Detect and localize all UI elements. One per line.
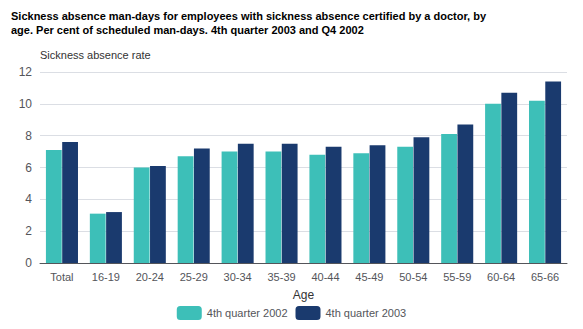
svg-text:50-54: 50-54 <box>399 271 427 283</box>
svg-text:2: 2 <box>25 224 32 238</box>
svg-text:30-34: 30-34 <box>224 271 252 283</box>
svg-text:8: 8 <box>25 129 32 143</box>
svg-text:4th quarter 2003: 4th quarter 2003 <box>326 307 407 319</box>
svg-text:Age: Age <box>293 288 315 302</box>
svg-text:55-59: 55-59 <box>443 271 471 283</box>
svg-text:0: 0 <box>25 256 32 270</box>
svg-text:Sickness absence rate: Sickness absence rate <box>40 49 151 61</box>
svg-text:40-44: 40-44 <box>311 271 339 283</box>
svg-text:20-24: 20-24 <box>136 271 164 283</box>
svg-text:Sickness absence man-days for: Sickness absence man-days for employees … <box>11 10 487 22</box>
svg-text:6: 6 <box>25 161 32 175</box>
svg-text:age. Per cent of scheduled man: age. Per cent of scheduled man-days. 4th… <box>11 24 364 36</box>
svg-text:Total: Total <box>50 271 73 283</box>
svg-text:65-66: 65-66 <box>531 271 559 283</box>
svg-text:4: 4 <box>25 192 32 206</box>
svg-text:25-29: 25-29 <box>180 271 208 283</box>
svg-text:4th quarter 2002: 4th quarter 2002 <box>207 307 288 319</box>
svg-text:45-49: 45-49 <box>355 271 383 283</box>
svg-text:10: 10 <box>19 97 33 111</box>
svg-text:35-39: 35-39 <box>267 271 295 283</box>
svg-text:60-64: 60-64 <box>487 271 515 283</box>
svg-text:12: 12 <box>19 65 33 79</box>
svg-text:16-19: 16-19 <box>92 271 120 283</box>
